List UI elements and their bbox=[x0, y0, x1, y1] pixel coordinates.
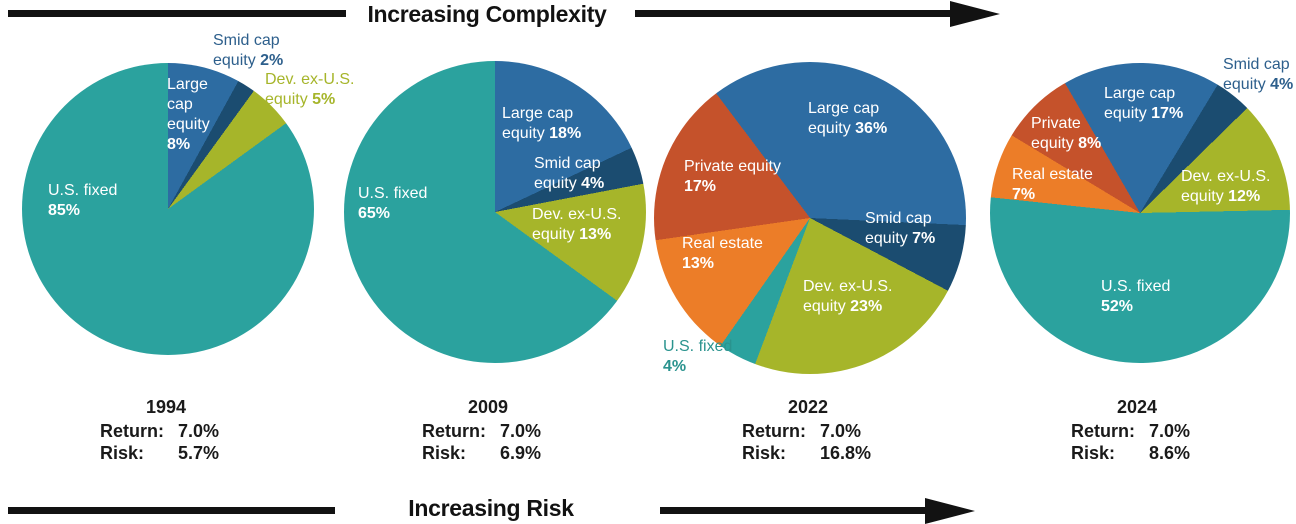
pie-slice-label-dev-ex-u-s-equity: Dev. ex-U.S. equity 13% bbox=[532, 206, 622, 243]
risk-label: Risk: bbox=[100, 443, 145, 463]
risk-value: 8.6% bbox=[1149, 443, 1191, 463]
pie-slice-label-large-cap-equity: Large cap equity 36% bbox=[808, 100, 888, 137]
arrow-line-left bbox=[8, 10, 346, 17]
risk-label: Risk: bbox=[422, 443, 467, 463]
complexity-arrow-label: Increasing Complexity bbox=[367, 1, 607, 27]
risk-value: 6.9% bbox=[500, 443, 542, 463]
return-label: Return: bbox=[1071, 421, 1135, 441]
pie-slice-label-smid-cap-equity: Smid cap equity 7% bbox=[865, 210, 936, 247]
risk-value: 16.8% bbox=[820, 443, 872, 463]
return-value: 7.0% bbox=[178, 421, 220, 441]
pie-slice-label-dev-ex-u-s-equity: Dev. ex-U.S. equity 23% bbox=[803, 278, 893, 315]
pie-slice-label-smid-cap-equity: Smid cap equity 4% bbox=[1223, 56, 1294, 93]
year-label: 2024 bbox=[1116, 397, 1158, 417]
risk-value: 5.7% bbox=[178, 443, 220, 463]
arrow-line-left bbox=[8, 507, 335, 514]
risk-arrow-label: Increasing Risk bbox=[408, 495, 574, 521]
return-label: Return: bbox=[742, 421, 806, 441]
pie-slice-label-dev-ex-u-s-equity: Dev. ex-U.S. equity 5% bbox=[265, 71, 355, 108]
arrowhead-right-icon bbox=[950, 1, 1000, 27]
risk-label: Risk: bbox=[742, 443, 787, 463]
arrow-line-right bbox=[660, 507, 925, 514]
return-label: Return: bbox=[100, 421, 164, 441]
arrowhead-right-icon bbox=[925, 498, 975, 524]
pie-slice-label-smid-cap-equity: Smid cap equity 2% bbox=[213, 32, 284, 69]
pie-slice-label-large-cap-equity: Large cap equity 8% bbox=[167, 76, 210, 153]
pie-slice-label-u-s-fixed: U.S. fixed 4% bbox=[663, 338, 733, 375]
pie-chart-2022 bbox=[654, 62, 966, 374]
return-value: 7.0% bbox=[1149, 421, 1191, 441]
pie-slice-label-u-s-fixed: U.S. fixed 85% bbox=[48, 182, 118, 219]
year-label: 1994 bbox=[145, 397, 187, 417]
pie-chart-1994 bbox=[22, 63, 314, 355]
pie-chart-2009 bbox=[344, 61, 646, 363]
year-block-2024: 2024 Return: 7.0% Risk: 8.6% bbox=[1057, 396, 1217, 464]
return-value: 7.0% bbox=[500, 421, 542, 441]
year-block-1994: 1994 Return: 7.0% Risk: 5.7% bbox=[86, 396, 246, 464]
pie-chart-2024 bbox=[990, 63, 1290, 363]
return-value: 7.0% bbox=[820, 421, 862, 441]
pie-slice-label-real-estate: Real estate 13% bbox=[682, 235, 763, 272]
pie-slice-label-real-estate: Real estate 7% bbox=[1012, 166, 1093, 203]
pie-slice-label-large-cap-equity: Large cap equity 18% bbox=[502, 105, 582, 142]
pie-slice-label-dev-ex-u-s-equity: Dev. ex-U.S. equity 12% bbox=[1181, 168, 1271, 205]
risk-label: Risk: bbox=[1071, 443, 1116, 463]
pie-slice-label-large-cap-equity: Large cap equity 17% bbox=[1104, 85, 1184, 122]
pie-slice-label-private-equity: Private equity 17% bbox=[684, 158, 781, 195]
return-label: Return: bbox=[422, 421, 486, 441]
arrow-line-right bbox=[635, 10, 950, 17]
pie-slice-label-u-s-fixed: U.S. fixed 52% bbox=[1101, 278, 1171, 315]
year-label: 2022 bbox=[787, 397, 829, 417]
year-block-2009: 2009 Return: 7.0% Risk: 6.9% bbox=[408, 396, 568, 464]
year-label: 2009 bbox=[467, 397, 509, 417]
pie-slice-label-smid-cap-equity: Smid cap equity 4% bbox=[534, 155, 605, 192]
pie-slice-label-private-equity: Private equity 8% bbox=[1031, 115, 1102, 152]
year-block-2022: 2022 Return: 7.0% Risk: 16.8% bbox=[728, 396, 888, 464]
pie-slice-label-u-s-fixed: U.S. fixed 65% bbox=[358, 185, 428, 222]
